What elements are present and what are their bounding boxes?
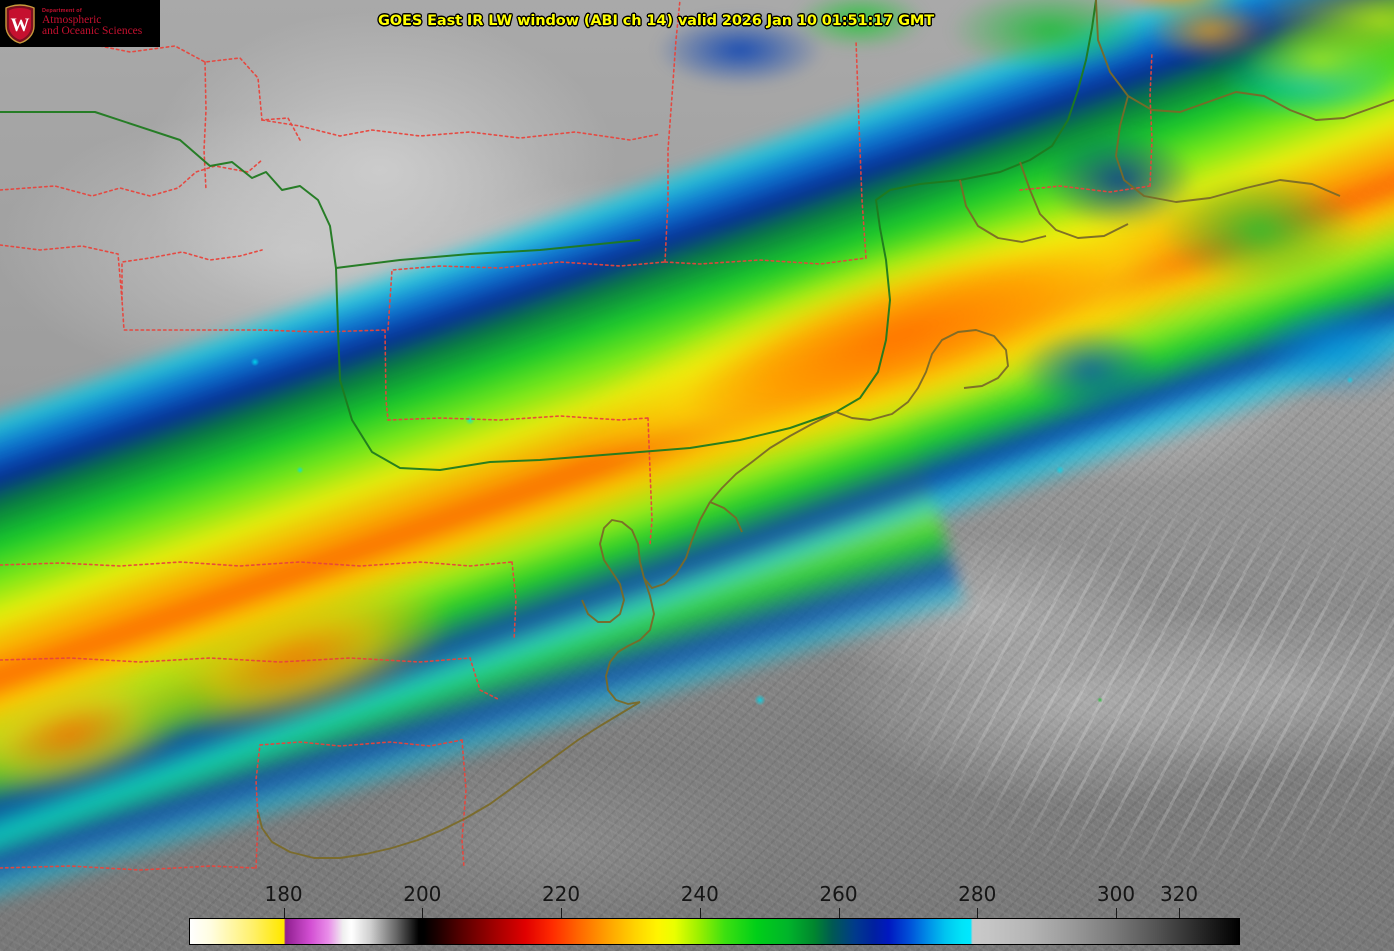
uw-madison-aos-logo: W Department of Atmospheric and Oceanic … [0, 0, 160, 47]
international-border-lines [0, 0, 1097, 471]
colorbar-label-200: 200 [403, 882, 442, 906]
colorbar-tick-240 [699, 908, 701, 918]
colorbar-tick-300 [1115, 908, 1117, 918]
coastline-lines [257, 0, 1394, 859]
colorbar-label-320: 320 [1159, 882, 1199, 906]
colorbar-label-260: 260 [819, 882, 858, 906]
uw-crest-icon: W [5, 3, 35, 44]
svg-text:W: W [11, 15, 30, 36]
state-border-lines [0, 0, 1153, 871]
colorbar-tick-320 [1179, 908, 1181, 918]
logo-line-oceanic: and Oceanic Sciences [42, 25, 143, 38]
logo-department-line: Department of [42, 7, 82, 14]
colorbar-tick-280 [977, 908, 979, 918]
temperature-colorbar: 180 200 220 240 260 280 300 320 [189, 882, 1240, 945]
colorbar-label-240: 240 [680, 882, 719, 906]
logo-text-block: Department of Atmospheric and Oceanic Sc… [42, 7, 143, 38]
colorbar-label-220: 220 [541, 882, 581, 906]
colorbar-tick-260 [838, 908, 840, 918]
colorbar-label-180: 180 [264, 882, 303, 906]
colorbar-gradient [189, 918, 1240, 945]
colorbar-tick-180 [283, 908, 285, 918]
colorbar-label-280: 280 [958, 882, 997, 906]
logo-line-atmospheric: Atmospheric [42, 13, 102, 26]
colorbar-label-300: 300 [1096, 882, 1136, 906]
colorbar-tick-200 [422, 908, 424, 918]
page-title: GOES East IR LW window (ABI ch 14) valid… [378, 13, 935, 29]
colorbar-tick-220 [561, 908, 563, 918]
